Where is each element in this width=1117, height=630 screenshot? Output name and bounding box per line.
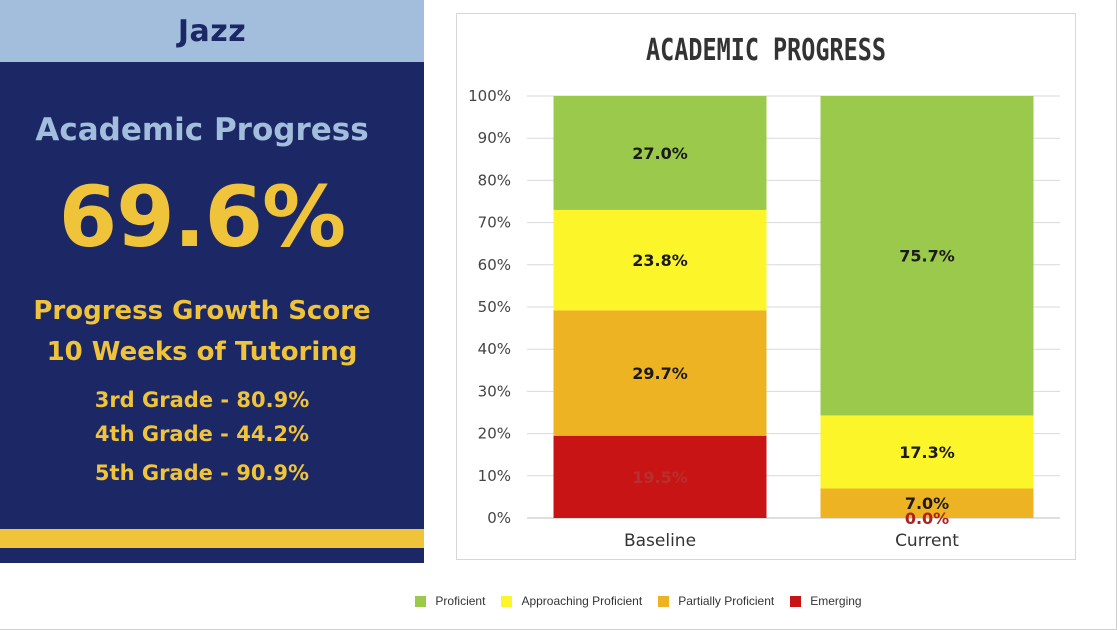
y-tick-label: 40% — [478, 340, 511, 358]
legend-label: Proficient — [435, 594, 486, 608]
grade-3-score: 3rd Grade - 80.9% — [94, 388, 310, 412]
data-label: 75.7% — [899, 247, 955, 266]
y-tick-label: 90% — [478, 129, 511, 147]
y-tick-label: 70% — [478, 214, 511, 232]
legend-item: Proficient — [415, 594, 485, 608]
tutoring-duration-label: 10 Weeks of Tutoring — [46, 337, 358, 367]
bar-segment — [820, 415, 1034, 489]
y-tick-label: 10% — [478, 467, 511, 485]
bar-segment — [553, 209, 767, 311]
bar-segment — [553, 310, 767, 436]
data-label: 29.7% — [632, 364, 688, 383]
x-tick-label: Baseline — [624, 531, 696, 551]
data-label: 19.5% — [632, 468, 688, 487]
legend-label: Emerging — [810, 594, 862, 608]
bar-segment — [553, 96, 767, 210]
gold-stripe — [0, 529, 424, 548]
data-label: 27.0% — [632, 144, 688, 163]
legend-swatch — [658, 595, 670, 607]
x-tick-label: Current — [895, 531, 959, 551]
y-tick-label: 0% — [487, 509, 511, 527]
grade-4-score: 4th Grade - 44.2% — [94, 422, 310, 446]
bar-segment — [820, 488, 1034, 518]
team-name: Jazz — [177, 13, 247, 49]
progress-score: 69.6% — [58, 168, 346, 266]
legend-label: Partially Proficient — [678, 594, 775, 608]
y-tick-label: 50% — [478, 298, 511, 316]
chart-legend: Proficient Approaching Proficient Partiall… — [0, 594, 1117, 608]
bar-segment — [820, 96, 1034, 416]
team-header: Jazz — [0, 0, 424, 62]
legend-swatch — [790, 595, 802, 607]
summary-panel: Jazz Academic Progress 69.6% Progress Gr… — [0, 0, 424, 563]
y-tick-label: 30% — [478, 382, 511, 400]
data-label: 0.0% — [905, 509, 949, 528]
data-label: 7.0% — [905, 494, 949, 513]
chart-title: ACADEMIC PROGRESS — [646, 33, 886, 68]
bar-segment — [553, 435, 767, 518]
data-label: 23.8% — [632, 251, 688, 270]
y-tick-label: 20% — [478, 425, 511, 443]
stacked-bar-chart: ACADEMIC PROGRESS 0% 10% 20% 30% 40% 50% 60% 70%… — [468, 33, 1060, 551]
y-tick-label: 60% — [478, 256, 511, 274]
y-tick-label: 80% — [478, 171, 511, 189]
legend-item: Emerging — [790, 594, 862, 608]
data-label: 17.3% — [899, 443, 955, 462]
growth-score-label: Progress Growth Score — [33, 296, 371, 326]
legend-label: Approaching Proficient — [521, 594, 643, 608]
panel-heading: Academic Progress — [35, 112, 369, 148]
grade-5-score: 5th Grade - 90.9% — [94, 461, 310, 485]
y-tick-label: 100% — [468, 87, 511, 105]
legend-swatch — [415, 595, 427, 607]
legend-item: Approaching Proficient — [501, 594, 642, 608]
legend-swatch — [501, 595, 513, 607]
legend-item: Partially Proficient — [658, 594, 774, 608]
